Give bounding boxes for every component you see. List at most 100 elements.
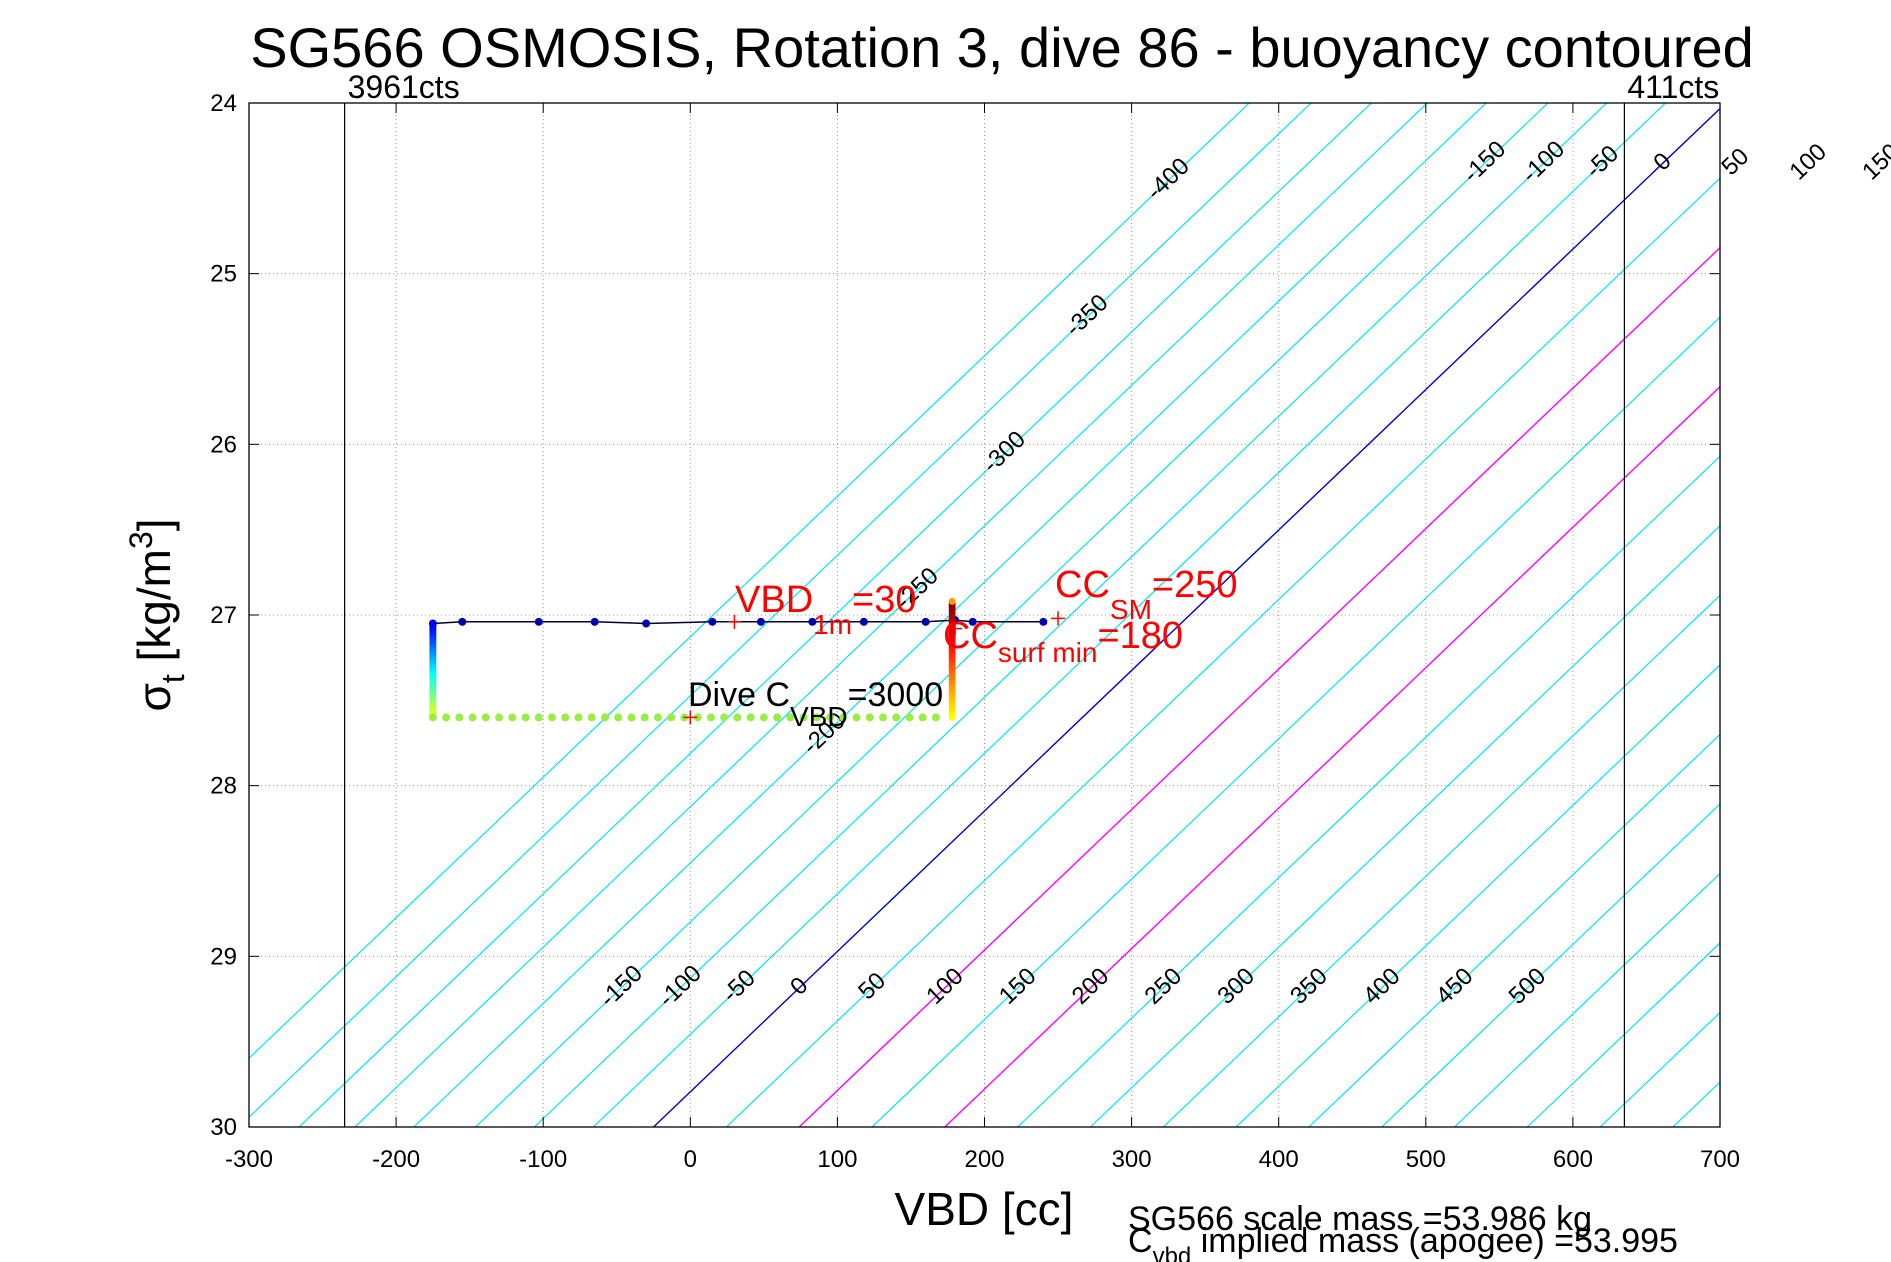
bottom-point: [428, 713, 437, 722]
divec-tail: =3000: [848, 676, 944, 714]
bottom-point: [600, 713, 609, 722]
vbd1m-main: VBD: [735, 579, 813, 621]
y-axis-label-group: σt [kg/m3]: [123, 518, 191, 711]
y-tick-label: 28: [210, 773, 237, 800]
buoyancy-contour: [249, 103, 1250, 1060]
buoyancy-contour: [1235, 664, 1720, 1127]
buoyancy-contour: [725, 177, 1720, 1127]
y-label-unit: [kg/m: [128, 549, 180, 674]
ccsurf-main: CC: [943, 615, 998, 657]
y-tick-label: 27: [210, 602, 237, 629]
buoyancy-contour: [944, 385, 1720, 1127]
dive-path-point: [859, 617, 868, 626]
buoyancy-contour: [1089, 524, 1720, 1127]
bottom-point: [561, 713, 570, 722]
x-tick-label: 0: [684, 1146, 697, 1173]
implied-sub: vbd: [1153, 1243, 1192, 1262]
vbd1m-sub: 1m: [813, 609, 852, 640]
bottom-point: [905, 713, 914, 722]
implied-main: C: [1128, 1222, 1153, 1260]
implied-tail: implied mass (apogee) =53.995: [1191, 1222, 1678, 1260]
x-tick-label: -200: [372, 1146, 420, 1173]
y-label-sub: t: [155, 674, 191, 683]
plus-marker: [683, 710, 698, 725]
y-tick-label: 24: [210, 90, 237, 117]
dive-path-point: [968, 617, 977, 626]
bottom-point: [918, 713, 927, 722]
x-tick-label: 500: [1406, 1146, 1446, 1173]
divec-main: Dive C: [688, 676, 790, 714]
ccsm-main: CC: [1055, 564, 1110, 606]
bottom-point: [733, 713, 742, 722]
bottom-point: [495, 713, 504, 722]
x-tick-label: 700: [1700, 1146, 1740, 1173]
ccsurf-annotation: CCsurf min=180: [943, 615, 1183, 668]
y-label-main: σ: [128, 683, 180, 711]
buoyancy-contour: [1017, 455, 1720, 1127]
vbd1m-tail: =30: [852, 579, 916, 621]
bottom-point: [534, 713, 543, 722]
buoyancy-contour: [1526, 942, 1720, 1127]
buoyancy-contour: [1162, 594, 1720, 1127]
vbd-limit-label: 411cts: [1627, 69, 1719, 105]
bottom-point: [812, 713, 821, 722]
bottom-point: [799, 713, 808, 722]
buoyancy-contour: [354, 103, 1428, 1127]
dive-path-point: [756, 617, 765, 626]
bottom-point: [892, 713, 901, 722]
bottom-point: [720, 713, 729, 722]
y-tick-label: 26: [210, 431, 237, 458]
vbd-limit-label: 3961cts: [348, 69, 460, 105]
buoyancy-contour: [533, 103, 1608, 1127]
buoyancy-contour: [1381, 803, 1720, 1127]
dive-path-point: [642, 619, 651, 628]
ccsurf-tail: =180: [1097, 615, 1183, 657]
plus-marker: [948, 621, 963, 636]
x-tick-label: 200: [964, 1146, 1004, 1173]
dive-path-point: [921, 617, 930, 626]
ccsm-annotation: CCSM=250: [1055, 564, 1237, 625]
dive-path-point: [1039, 617, 1048, 626]
bottom-point: [640, 713, 649, 722]
buoyancy-contour: [475, 103, 1549, 1127]
x-tick-label: -100: [519, 1146, 567, 1173]
buoyancy-contour: [592, 103, 1666, 1127]
chart-title: SG566 OSMOSIS, Rotation 3, dive 86 - buo…: [250, 16, 1754, 79]
buoyancy-contour: [1454, 872, 1720, 1127]
bottom-point: [548, 713, 557, 722]
buoyancy-contour: [298, 103, 1372, 1127]
ccsm-sub: SM: [1110, 594, 1152, 625]
marker-layer: [683, 611, 1066, 725]
bottom-point: [931, 713, 940, 722]
bottom-point: [773, 713, 782, 722]
buoyancy-contour: [871, 316, 1720, 1127]
divec-annotation: Dive CVBD=3000: [688, 676, 943, 732]
dive-path-point: [590, 617, 599, 626]
dive-path-point: [458, 617, 467, 626]
y-axis-label: σt [kg/m3]: [123, 518, 191, 711]
bottom-point: [879, 713, 888, 722]
divec-sub: VBD: [790, 701, 848, 732]
ccsurf-sub: surf min: [998, 637, 1098, 668]
bottom-point: [455, 713, 464, 722]
bottom-point: [865, 713, 874, 722]
y-label-sup: 3: [123, 531, 159, 549]
ccsm-tail: =250: [1152, 564, 1238, 606]
x-tick-label: 600: [1553, 1146, 1593, 1173]
y-tick-label: 30: [210, 1114, 237, 1141]
series-layer: [428, 597, 1048, 722]
axes-layer: [248, 102, 1721, 1128]
y-tick-label: 29: [210, 943, 237, 970]
bottom-point: [826, 713, 835, 722]
bottom-point: [442, 713, 451, 722]
implied-mass-note: Cvbd implied mass (apogee) =53.995: [1128, 1222, 1678, 1262]
vbd1m-annotation: VBD1m=30: [735, 579, 917, 640]
bottom-point: [627, 713, 636, 722]
bottom-point: [667, 713, 676, 722]
bottom-point: [852, 713, 861, 722]
bottom-point: [574, 713, 583, 722]
bottom-point: [746, 713, 755, 722]
dive-path-point: [808, 617, 817, 626]
x-tick-label: -300: [225, 1146, 273, 1173]
